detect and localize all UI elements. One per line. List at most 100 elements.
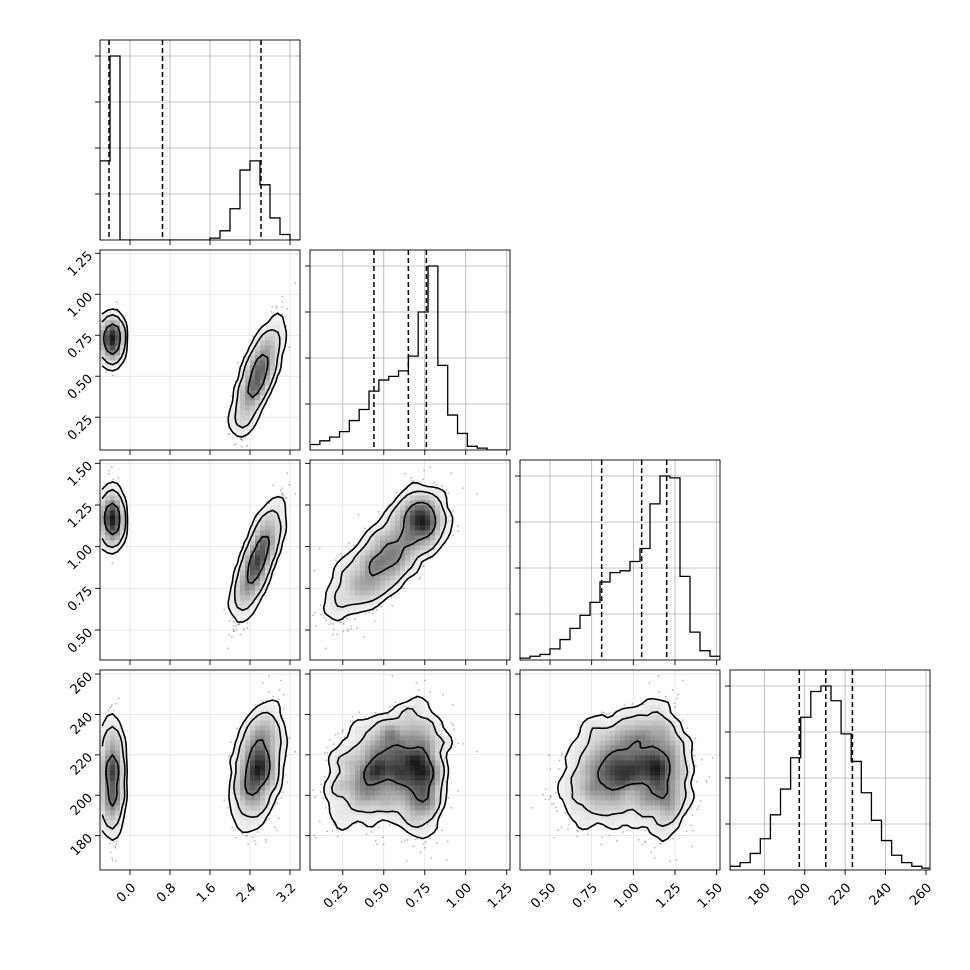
density-cell [105, 320, 111, 326]
density-cell [115, 320, 121, 326]
density-cell [265, 325, 271, 331]
density-cell [255, 385, 261, 391]
density-cell [265, 350, 271, 356]
density-cell [280, 345, 286, 351]
density-cell [100, 335, 106, 341]
density-cell [255, 355, 261, 361]
density-cell [110, 360, 116, 366]
sample-point [232, 628, 235, 631]
sample-point [239, 633, 242, 636]
density-cell [270, 350, 276, 356]
density-cell [245, 380, 251, 386]
density-cell [245, 415, 251, 421]
y-tick-label: 0.50 [65, 372, 96, 403]
sample-point [110, 466, 113, 469]
density-cell [240, 390, 246, 396]
sample-point [235, 624, 237, 627]
density-cell [265, 345, 271, 351]
sample-point [286, 472, 289, 475]
density-cell [255, 350, 261, 356]
density-cell [250, 370, 256, 376]
density-cell [260, 340, 266, 346]
density-cell [115, 340, 121, 346]
density-cell [250, 405, 256, 411]
density-cell [275, 320, 281, 326]
density-cell [270, 335, 276, 341]
density-cell [115, 335, 121, 341]
density-cell [250, 380, 256, 386]
density-cell [100, 360, 106, 366]
density-cell [120, 335, 126, 341]
sample-point [282, 494, 285, 497]
density-cell [260, 345, 266, 351]
density-cell [245, 395, 251, 401]
density-cell [275, 315, 281, 321]
density-cell [110, 350, 116, 356]
density-cell [235, 405, 241, 411]
density-cell [110, 315, 116, 321]
sample-point [286, 307, 289, 310]
sample-point [276, 307, 278, 310]
contour-1 [101, 313, 281, 429]
sample-point [240, 438, 242, 440]
density-cell [115, 310, 121, 316]
density-cell [275, 345, 281, 351]
density-cell [110, 345, 116, 351]
y-tick-label: 1.00 [65, 290, 96, 321]
density-cell [240, 400, 246, 406]
density-cell [260, 390, 266, 396]
density-cell [235, 430, 241, 436]
density-cell [120, 330, 126, 336]
density-cell [110, 355, 116, 361]
sample-point [280, 489, 282, 492]
density-cell [255, 345, 261, 351]
density-cell [245, 375, 251, 381]
density-cell [120, 340, 126, 346]
sample-point [238, 623, 241, 625]
sample-point [281, 305, 284, 308]
density-cell [120, 355, 126, 361]
density-cell [255, 370, 261, 376]
density-cell [270, 370, 276, 376]
density-cell [120, 345, 126, 351]
panel-frame [99, 249, 301, 451]
sample-point [228, 633, 230, 636]
sample-point [241, 439, 244, 442]
sample-point [281, 295, 284, 298]
histogram-1 [310, 265, 507, 450]
density-cell [110, 340, 116, 346]
density-cell [260, 360, 266, 366]
density-cell [265, 385, 271, 391]
density-cell [275, 325, 281, 331]
panel-1-1 [305, 249, 511, 455]
density-cell [100, 340, 106, 346]
sample-point [236, 361, 239, 364]
sample-point [108, 469, 111, 472]
sample-point [270, 310, 273, 313]
density-cell [255, 335, 261, 341]
density-cell [260, 395, 266, 401]
histogram-0 [100, 55, 300, 240]
density-cell [250, 375, 256, 381]
density-cell [240, 410, 246, 416]
density-cell [100, 345, 106, 351]
density-cell [280, 325, 286, 331]
density-cell [110, 325, 116, 331]
density-cell [110, 335, 116, 341]
density-cell [235, 385, 241, 391]
density-cell [255, 365, 261, 371]
sample-point [246, 622, 249, 624]
density-cell [250, 360, 256, 366]
panel-0-0 [95, 39, 301, 245]
density-cell [240, 380, 246, 386]
density-cell [235, 420, 241, 426]
sample-point [246, 627, 249, 629]
density-cell [105, 345, 111, 351]
density-cell [100, 325, 106, 331]
density-cell [270, 325, 276, 331]
density-cell [240, 430, 246, 436]
density-cell [105, 355, 111, 361]
sample-point [275, 305, 278, 308]
density-cell [255, 380, 261, 386]
density-cell [255, 360, 261, 366]
